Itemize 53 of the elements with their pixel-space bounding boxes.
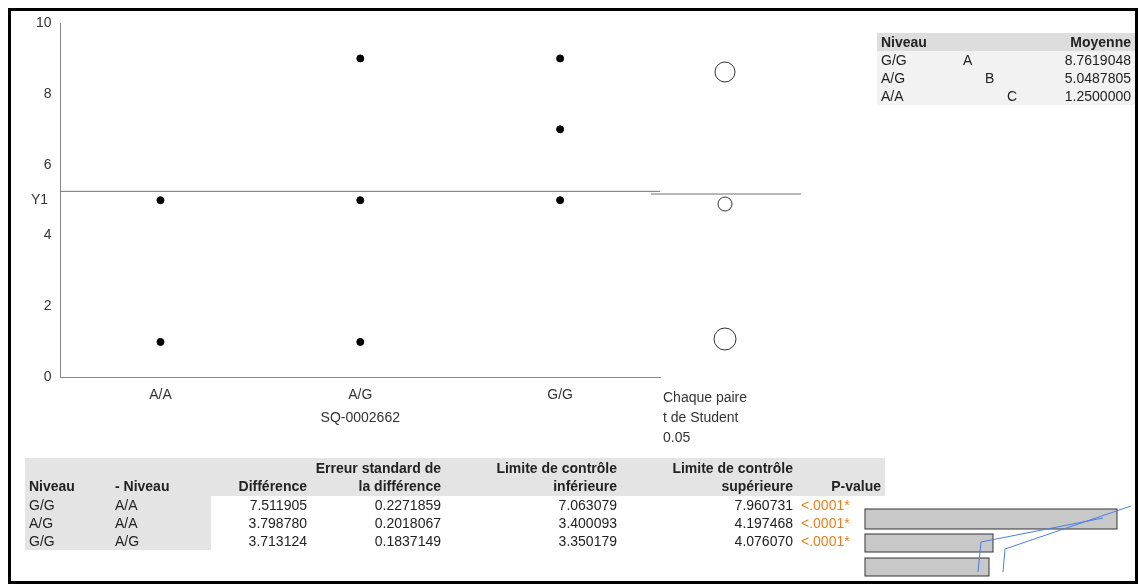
text: 3.350179 bbox=[445, 532, 621, 550]
text: A/A bbox=[111, 514, 211, 532]
text: Moyenne bbox=[1037, 33, 1135, 51]
text: Limite de contrôle inférieure bbox=[445, 458, 621, 496]
text: 0.05 bbox=[663, 428, 692, 447]
text: A/G bbox=[877, 69, 945, 87]
text: <.0001* bbox=[797, 514, 885, 532]
x-tick-label: A/A bbox=[149, 385, 173, 402]
text: 3.713124 bbox=[211, 532, 311, 550]
text: 0.2271859 bbox=[311, 496, 445, 514]
text: 8.7619048 bbox=[1037, 51, 1135, 69]
text: 4.197468 bbox=[621, 514, 797, 532]
text: <.0001* bbox=[797, 532, 885, 550]
text: 7.063079 bbox=[445, 496, 621, 514]
text: 1.2500000 bbox=[1037, 87, 1135, 105]
text: 5.0487805 bbox=[1037, 69, 1135, 87]
text: A/G bbox=[25, 514, 111, 532]
x-tick-label: A/G bbox=[348, 385, 373, 402]
text: 4.076070 bbox=[621, 532, 797, 550]
y-tick-label: 10 bbox=[35, 13, 52, 30]
text: 0.2018067 bbox=[311, 514, 445, 532]
text: C bbox=[945, 87, 1037, 105]
text: G/G bbox=[877, 51, 945, 69]
text: A/A bbox=[877, 87, 945, 105]
text: Différence bbox=[211, 458, 311, 496]
text: <.0001* bbox=[797, 496, 885, 514]
text: B bbox=[945, 69, 1037, 87]
text: Niveau bbox=[25, 458, 111, 496]
text: 7.511905 bbox=[211, 496, 311, 514]
text: A/G bbox=[111, 532, 211, 550]
text: Niveau bbox=[877, 33, 1037, 51]
text: A/A bbox=[111, 496, 211, 514]
text: - Niveau bbox=[111, 458, 211, 496]
text: 3.798780 bbox=[211, 514, 311, 532]
text: G/G bbox=[25, 496, 111, 514]
y-axis-title: Y1 bbox=[31, 191, 49, 207]
y-tick-label: 0 bbox=[43, 368, 52, 385]
text: A bbox=[945, 51, 1037, 69]
text: 3.400093 bbox=[445, 514, 621, 532]
text: t de Student bbox=[663, 408, 740, 427]
text: Limite de contrôle supérieure bbox=[621, 458, 797, 496]
text: P-value bbox=[797, 458, 885, 496]
text: 7.960731 bbox=[621, 496, 797, 514]
y-tick-label: 6 bbox=[43, 155, 52, 172]
text: 0.1837149 bbox=[311, 532, 445, 550]
text: G/G bbox=[25, 532, 111, 550]
y-tick-label: 2 bbox=[43, 297, 52, 314]
y-tick-label: 8 bbox=[43, 84, 52, 101]
x-tick-label: G/G bbox=[547, 385, 573, 402]
text: Erreur standard de la différence bbox=[311, 458, 445, 496]
text: Chaque paire bbox=[663, 388, 748, 407]
x-axis-title: SQ-0002662 bbox=[320, 409, 401, 426]
y-tick-label: 4 bbox=[43, 226, 52, 243]
